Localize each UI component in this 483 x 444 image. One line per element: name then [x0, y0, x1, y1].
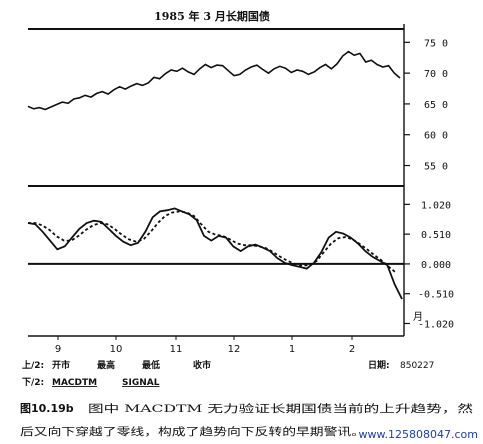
caption-number: 图10.19b — [20, 402, 74, 415]
legend-date-value: 850227 — [400, 361, 434, 371]
price-axis-tick-label: 75 0 — [424, 38, 448, 49]
macd-panel: 1.020 0.510 0.000 -0.510 -1.020 — [27, 200, 454, 330]
price-axis: 75 0 70 0 65 0 60 0 55 0 — [404, 38, 448, 173]
caption-line-1: 图中 MACDTM 无力验证长期国债当前的上升趋势，然 — [88, 402, 474, 415]
x-axis-end-label: 月 — [413, 311, 423, 323]
legend-upper-item-high: 最高 — [97, 359, 115, 371]
legend-date-label: 日期: — [368, 359, 390, 371]
x-tick-label: 12 — [228, 344, 241, 355]
price-axis-tick-label: 65 0 — [424, 100, 448, 111]
legend-item-macdtm: MACDTM — [52, 378, 97, 388]
macd-axis-tick-label: -1.020 — [418, 319, 454, 330]
macdtm-line — [27, 207, 403, 300]
price-axis-tick-label: 70 0 — [424, 69, 448, 80]
macd-axis-tick-label: 1.020 — [421, 200, 451, 211]
price-axis-tick-label: 60 0 — [424, 131, 448, 142]
macd-axis: 1.020 0.510 0.000 -0.510 -1.020 — [404, 200, 454, 330]
macd-axis-tick-label: 0.000 — [421, 260, 451, 271]
macd-axis-tick-label: -0.510 — [418, 290, 454, 301]
x-tick-label: 1 — [289, 344, 295, 355]
caption-line-2: 后又向下穿越了零线，构成了趋势向下反转的早期警讯。 — [20, 425, 365, 438]
watermark: www.125808047.com — [359, 428, 478, 441]
legend-item-signal: SIGNAL — [122, 378, 160, 388]
legend-lower-label: 下/2: — [22, 377, 44, 388]
price-panel: 75 0 70 0 65 0 60 0 55 0 — [27, 28, 448, 173]
x-axis: 9 10 11 12 1 2 — [55, 336, 355, 355]
price-series-line — [27, 50, 401, 111]
legend: 上/2: 开市 最高 最低 收市 日期: 850227 下/2: MACDTM … — [22, 359, 434, 388]
caption: 图10.19b 图中 MACDTM 无力验证长期国债当前的上升趋势，然 后又向下… — [20, 402, 474, 438]
macd-axis-tick-label: 0.510 — [421, 230, 451, 241]
legend-upper-item-close: 收市 — [193, 359, 211, 371]
x-tick-label: 9 — [55, 344, 61, 355]
x-tick-label: 11 — [170, 344, 183, 355]
legend-upper-item-open: 开市 — [52, 359, 70, 371]
x-tick-label: 2 — [349, 344, 355, 355]
x-tick-label: 10 — [110, 344, 123, 355]
signal-line — [28, 210, 397, 274]
legend-upper-label: 上/2: — [22, 359, 44, 371]
legend-upper-item-low: 最低 — [142, 359, 160, 371]
price-axis-tick-label: 55 0 — [424, 162, 448, 173]
chart-title: 1985 年 3 月长期国债 — [154, 9, 270, 23]
